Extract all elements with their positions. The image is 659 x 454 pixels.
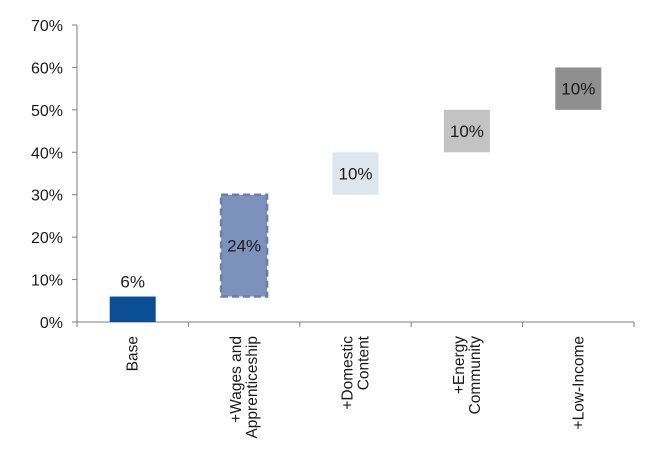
y-tick-label: 10% (31, 273, 63, 290)
data-label: 10% (561, 80, 595, 99)
category-label: Base (125, 336, 142, 371)
data-label: 10% (338, 165, 372, 184)
y-tick-label: 20% (31, 230, 63, 247)
data-label: 24% (227, 237, 261, 256)
y-tick-label: 60% (31, 60, 63, 77)
bar (109, 296, 156, 322)
category-label: +Energy Community (451, 336, 484, 415)
y-tick-label: 0% (40, 315, 63, 332)
category-label-line: +Domestic (340, 336, 357, 410)
category-label: +Wages and Apprenticeship (228, 336, 261, 439)
category-label-line: +Low-Income (570, 336, 587, 429)
data-label: 10% (450, 122, 484, 141)
category-label-line: Content (356, 335, 373, 390)
category-label-line: +Energy (451, 336, 468, 394)
category-label: +Low-Income (570, 336, 587, 429)
y-tick-label: 40% (31, 145, 63, 162)
category-label-line: Base (125, 336, 142, 371)
data-label: 6% (120, 273, 145, 292)
y-tick-label: 50% (31, 103, 63, 120)
bar (443, 109, 490, 153)
category-label-line: Community (467, 336, 484, 415)
category-label: +Domestic Content (340, 335, 373, 409)
category-label-line: Apprenticeship (244, 336, 261, 439)
bar (332, 152, 379, 195)
bar (219, 193, 269, 298)
category-label-line: +Wages and (228, 336, 245, 423)
bar (555, 67, 602, 110)
y-tick-label: 70% (31, 18, 63, 35)
y-tick-label: 30% (31, 188, 63, 205)
